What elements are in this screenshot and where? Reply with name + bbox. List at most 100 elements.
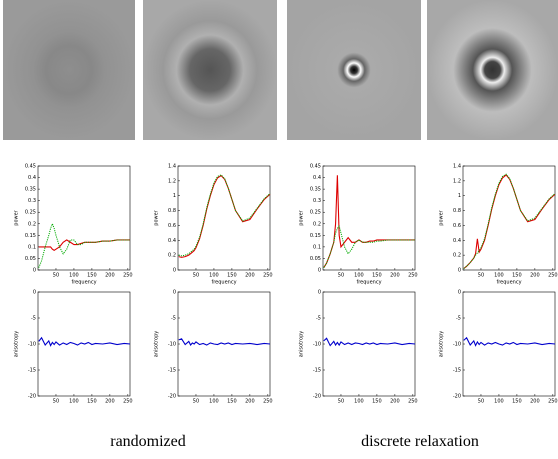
x-tick-label: 200: [245, 399, 255, 405]
x-tick-label: 150: [512, 399, 522, 405]
x-tick-label: 200: [390, 273, 400, 279]
y-tick-label: 0.3: [313, 198, 321, 204]
x-tick-label: 150: [227, 399, 237, 405]
x-tick-label: 150: [87, 273, 97, 279]
x-tick-label: 150: [87, 399, 97, 405]
y-tick-label: 0.8: [453, 208, 461, 214]
y-tick-label: 0.2: [313, 221, 321, 227]
x-tick-label: 50: [53, 399, 59, 405]
x-tick-label: 100: [354, 273, 364, 279]
y-tick-label: 0.45: [25, 164, 36, 170]
y-tick-label: 0.15: [310, 233, 321, 239]
y-tick-label: 0: [173, 290, 176, 296]
data-line: [463, 173, 556, 269]
data-line: [178, 338, 271, 347]
x-tick-label: 150: [227, 273, 237, 279]
y-tick-label: -5: [316, 316, 321, 322]
y-tick-label: 0.3: [28, 198, 36, 204]
x-tick-label: 250: [263, 273, 273, 279]
y-tick-label: 0.1: [28, 244, 36, 250]
x-tick-label: 250: [263, 399, 273, 405]
x-tick-label: 150: [512, 273, 522, 279]
image: [143, 0, 277, 140]
y-tick-label: -5: [31, 316, 36, 322]
image: [287, 0, 421, 140]
x-tick-label: 50: [338, 399, 344, 405]
y-tick-label: 0: [33, 290, 36, 296]
x-tick-label: 50: [193, 399, 199, 405]
x-tick-label: 50: [53, 273, 59, 279]
y-tick-label: 0.05: [25, 256, 36, 262]
data-line: [463, 174, 556, 269]
y-tick-label: 0.6: [453, 223, 461, 229]
y-tick-label: -20: [453, 394, 461, 400]
y-tick-label: 0: [33, 268, 36, 274]
y-tick-label: -20: [28, 394, 36, 400]
y-tick-label: -15: [313, 368, 321, 374]
y-axis-label: power: [154, 209, 160, 225]
y-tick-label: -5: [456, 316, 461, 322]
x-tick-label: 200: [245, 273, 255, 279]
x-tick-label: 250: [408, 273, 418, 279]
x-axis-label: frequency: [496, 280, 521, 286]
data-line: [38, 222, 130, 268]
x-tick-label: 200: [105, 273, 115, 279]
y-tick-label: -20: [313, 394, 321, 400]
plot-frame: [37, 165, 131, 271]
y-tick-label: -10: [453, 342, 461, 348]
x-tick-label: 100: [354, 399, 364, 405]
y-tick-label: 0.25: [25, 210, 36, 216]
plot-frame: [462, 165, 556, 271]
y-axis-label: anisotropy: [439, 331, 445, 357]
x-tick-label: 250: [548, 273, 558, 279]
plot-frame: [322, 165, 416, 271]
y-tick-label: 0.25: [310, 210, 321, 216]
y-tick-label: 0: [318, 290, 321, 296]
y-axis-label: power: [299, 209, 305, 225]
image: [427, 0, 558, 140]
x-tick-label: 100: [209, 399, 219, 405]
y-tick-label: 1.2: [168, 178, 176, 184]
y-axis-label: anisotropy: [14, 331, 20, 357]
data-line: [323, 337, 416, 347]
y-tick-label: -15: [168, 368, 176, 374]
y-tick-label: 0.35: [25, 187, 36, 193]
y-tick-label: 0: [173, 268, 176, 274]
y-tick-label: 1.2: [453, 178, 461, 184]
y-tick-label: 1: [458, 193, 461, 199]
y-tick-label: 0.6: [168, 223, 176, 229]
x-tick-label: 200: [105, 399, 115, 405]
y-tick-label: 0.4: [453, 238, 461, 244]
y-tick-label: 0.4: [313, 175, 321, 181]
x-tick-label: 250: [123, 273, 133, 279]
data-line: [323, 224, 415, 268]
data-line: [323, 175, 415, 268]
y-tick-label: 1.4: [453, 164, 461, 170]
data-line: [463, 336, 556, 347]
y-tick-label: 0.2: [28, 221, 36, 227]
x-tick-label: 150: [372, 399, 382, 405]
y-tick-label: 0.45: [310, 164, 321, 170]
x-tick-label: 250: [548, 399, 558, 405]
y-tick-label: 0.15: [25, 233, 36, 239]
x-axis-label: frequency: [211, 280, 236, 286]
x-axis-label: frequency: [71, 280, 96, 286]
data-line: [38, 336, 131, 347]
y-tick-label: -10: [168, 342, 176, 348]
image: [3, 0, 135, 140]
x-tick-label: 100: [69, 273, 79, 279]
x-tick-label: 100: [494, 273, 504, 279]
y-tick-label: 0.8: [168, 208, 176, 214]
x-tick-label: 150: [372, 273, 382, 279]
y-tick-label: -15: [28, 368, 36, 374]
y-tick-label: 0.1: [313, 244, 321, 250]
x-tick-label: 100: [494, 399, 504, 405]
y-tick-label: 0: [458, 290, 461, 296]
y-tick-label: 1: [173, 193, 176, 199]
y-tick-label: -15: [453, 368, 461, 374]
y-tick-label: 0.4: [28, 175, 36, 181]
y-tick-label: 0.05: [310, 256, 321, 262]
x-tick-label: 100: [69, 399, 79, 405]
y-tick-label: 0: [458, 268, 461, 274]
